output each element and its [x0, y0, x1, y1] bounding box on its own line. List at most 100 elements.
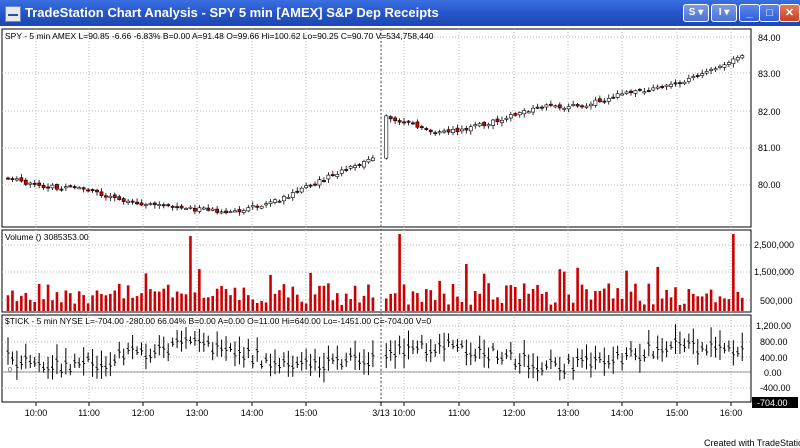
candle-body	[718, 65, 722, 68]
volume-bar	[175, 291, 179, 311]
candle-body	[735, 57, 740, 61]
close-button[interactable]: ✕	[779, 4, 800, 22]
candle-body	[210, 208, 215, 211]
candle-body	[678, 82, 682, 85]
time-axis-label: 16:00	[720, 408, 743, 418]
candle-body	[482, 121, 487, 127]
candle-body	[664, 84, 669, 87]
candle-body	[593, 99, 598, 106]
candle-body	[335, 174, 340, 177]
volume-bar	[567, 294, 570, 311]
candle-body	[473, 124, 478, 127]
volume-bar	[562, 271, 566, 311]
candle-body	[130, 200, 135, 203]
candle-body	[597, 98, 602, 103]
volume-bar	[740, 297, 744, 311]
volume-bar	[416, 293, 419, 311]
candle-body	[308, 184, 313, 187]
volume-bar	[238, 299, 241, 311]
volume-bar	[465, 263, 468, 311]
candle-body	[611, 96, 616, 99]
volume-bar	[362, 295, 366, 311]
volume-bar	[576, 267, 579, 311]
volume-bar	[358, 302, 361, 311]
volume-bar	[180, 293, 183, 311]
candle-body	[362, 161, 366, 168]
candle-body	[184, 208, 188, 210]
price-panel-header: SPY - 5 min AMEX L=90.85 -6.66 -6.83% B=…	[5, 31, 434, 41]
interval-menu-button[interactable]: I ▾	[711, 4, 737, 22]
volume-bar	[269, 274, 272, 311]
volume-bar	[158, 291, 161, 311]
candle-body	[540, 106, 544, 109]
candle-body	[72, 186, 77, 189]
chart-area[interactable]: SPY - 5 min AMEX L=90.85 -6.66 -6.83% B=…	[0, 26, 800, 448]
candle-body	[508, 114, 513, 119]
candle-body	[77, 187, 82, 190]
candle-body	[402, 121, 406, 124]
volume-bar	[611, 298, 615, 311]
volume-bar	[144, 273, 148, 311]
volume-bar	[51, 300, 54, 311]
candle-body	[624, 91, 629, 94]
volume-bar	[6, 295, 10, 311]
candle-body	[491, 119, 495, 126]
chart-svg[interactable]: SPY - 5 min AMEX L=90.85 -6.66 -6.83% B=…	[0, 26, 800, 448]
candle-body	[237, 209, 242, 213]
tick-axis-label: 1,200.00	[756, 321, 791, 331]
tick-zero-marker: 0	[8, 367, 12, 374]
candle-body	[63, 186, 68, 189]
volume-bar	[514, 286, 517, 311]
candle-body	[566, 106, 571, 110]
volume-bar	[162, 288, 166, 311]
volume-bar	[166, 284, 170, 311]
volume-bar	[28, 299, 32, 311]
volume-bar	[126, 285, 130, 311]
volume-bar	[184, 294, 188, 311]
candle-body	[464, 128, 469, 131]
volume-bar	[732, 234, 735, 311]
tick-axis-label: 800.00	[760, 337, 788, 347]
candle-body	[428, 129, 433, 133]
candle-body	[700, 73, 705, 76]
volume-bar	[678, 304, 682, 311]
volume-bar	[736, 291, 740, 311]
price-panel[interactable]	[1, 28, 752, 228]
volume-bar	[91, 295, 94, 311]
candle-body	[268, 201, 273, 204]
volume-bar	[425, 289, 428, 311]
volume-bar	[86, 303, 90, 311]
volume-bar	[264, 302, 268, 311]
tick-axis-label: 0.00	[764, 368, 782, 378]
volume-bar	[73, 303, 77, 311]
maximize-button[interactable]: □	[759, 4, 780, 22]
time-axis-label: 11:00	[78, 408, 100, 418]
time-axis-label: 13:00	[186, 408, 209, 418]
volume-bar	[229, 295, 232, 311]
minimize-button[interactable]: _	[739, 4, 760, 22]
candle-body	[686, 78, 691, 82]
candle-body	[152, 202, 157, 206]
footer-credit: Created with TradeStation	[704, 438, 800, 448]
volume-bar	[442, 293, 446, 311]
candle-body	[366, 159, 371, 163]
candle-body	[108, 195, 113, 198]
volume-bar	[723, 298, 726, 311]
volume-panel-header: Volume () 3085353.00	[5, 232, 89, 242]
candle-body	[682, 81, 687, 85]
candle-body	[740, 55, 745, 59]
volume-bar	[714, 302, 717, 311]
title-bar[interactable]: TradeStation Chart Analysis - SPY 5 min …	[0, 0, 800, 26]
volume-bar	[353, 285, 357, 311]
candle-body	[68, 185, 73, 188]
candle-body	[522, 110, 527, 115]
candle-body	[633, 90, 638, 94]
candle-body	[562, 107, 567, 110]
volume-bar	[603, 288, 606, 311]
volume-bar	[402, 284, 406, 311]
symbol-menu-button[interactable]: S ▾	[683, 4, 709, 22]
candle-body	[353, 165, 358, 169]
volume-bar	[384, 298, 388, 311]
candle-body	[406, 120, 411, 123]
volume-bar	[273, 293, 277, 311]
